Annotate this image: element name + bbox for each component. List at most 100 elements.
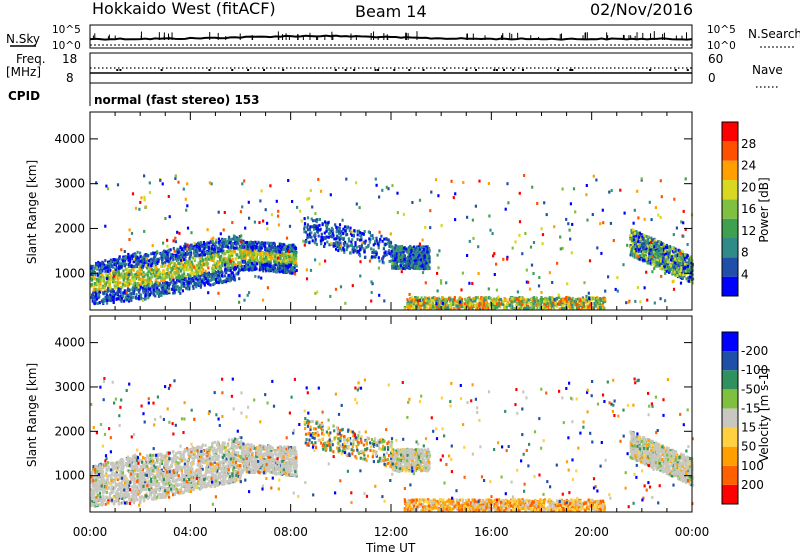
power-cell [97,296,100,300]
power-cell [238,247,241,251]
power-cell [90,296,93,300]
power-cell [148,281,151,285]
power-cell [416,246,420,250]
power-cell [283,247,287,251]
power-cell [112,276,115,280]
power-cell [267,249,271,253]
power-cell [124,291,127,295]
power-cell [173,262,176,266]
power-cell [114,267,117,271]
power-cell [203,281,206,285]
power-cell [141,256,144,260]
power-cell [113,258,117,262]
power-cell [678,274,681,277]
power-cell [638,250,641,254]
power-cell [101,279,104,283]
power-cell [416,296,419,300]
power-cell [99,274,102,278]
power-cell [127,297,131,301]
power-cell [530,297,533,301]
power-cell [418,256,422,260]
power-cell [140,268,143,272]
power-cell [659,249,662,252]
power-cell [220,274,223,277]
power-cell [259,260,262,264]
power-cell [282,262,285,266]
power-cell [656,256,659,260]
power-cell [526,300,529,304]
power-cell [252,267,255,271]
power-cell [279,242,282,246]
power-cell [410,264,413,267]
power-cell [157,268,160,272]
power-cell [284,256,287,260]
power-cell [214,246,217,250]
power-cell [213,242,216,246]
power-cell [179,258,183,262]
power-cell [676,274,679,278]
power-cell [139,264,142,268]
power-cell [165,258,168,262]
power-cell [502,307,506,311]
power-cell [659,254,662,258]
power-cell [521,299,524,303]
power-cell [683,257,686,261]
power-cell [596,304,599,308]
power-cell [656,258,659,262]
power-cell [393,266,396,270]
power-cell [645,235,648,238]
power-cell [660,263,663,266]
power-cell [638,240,641,244]
power-cell [173,291,177,295]
power-cell [391,264,394,268]
power-cell [474,296,478,300]
power-cell [436,297,439,301]
power-cell [233,249,236,253]
power-cell [650,247,653,251]
power-cell [168,264,171,268]
freq-label-line1: Freq. [16,52,46,66]
power-cell [113,263,116,267]
power-cell [519,297,522,301]
power-cell [666,260,669,264]
power-cell [247,252,251,256]
power-cell [210,256,213,260]
power-cell [213,261,216,265]
power-cell [120,262,123,266]
power-cell [94,294,98,298]
power-cell [664,260,667,264]
power-cell [260,266,263,269]
power-cell [176,247,179,251]
power-cell [631,247,634,251]
power-cell [106,301,109,305]
power-cell [192,247,195,250]
power-cell [242,260,246,264]
power-cell [571,300,574,304]
power-cell [191,262,194,266]
power-cell [141,266,144,270]
power-cell [651,252,654,256]
power-cell [205,251,209,254]
power-cell [395,253,398,257]
power-cell [261,251,264,255]
power-cell [403,259,406,263]
power-cell [400,256,403,260]
power-cell [223,238,226,242]
power-cell [115,297,118,301]
power-cell [539,298,542,302]
power-cell [213,275,216,279]
noise-right-label: N.Search [748,27,800,41]
nave-dot [569,69,572,71]
power-cell [679,275,683,279]
power-cell [251,259,254,262]
power-cell [526,305,529,308]
power-cell [162,282,166,286]
power-cell [154,263,157,267]
power-cell [633,254,637,258]
power-cell [175,254,178,258]
power-cell [195,269,198,273]
power-cell [197,266,200,269]
power-cell [554,303,557,307]
power-cell [139,251,142,255]
power-cell [290,253,293,257]
